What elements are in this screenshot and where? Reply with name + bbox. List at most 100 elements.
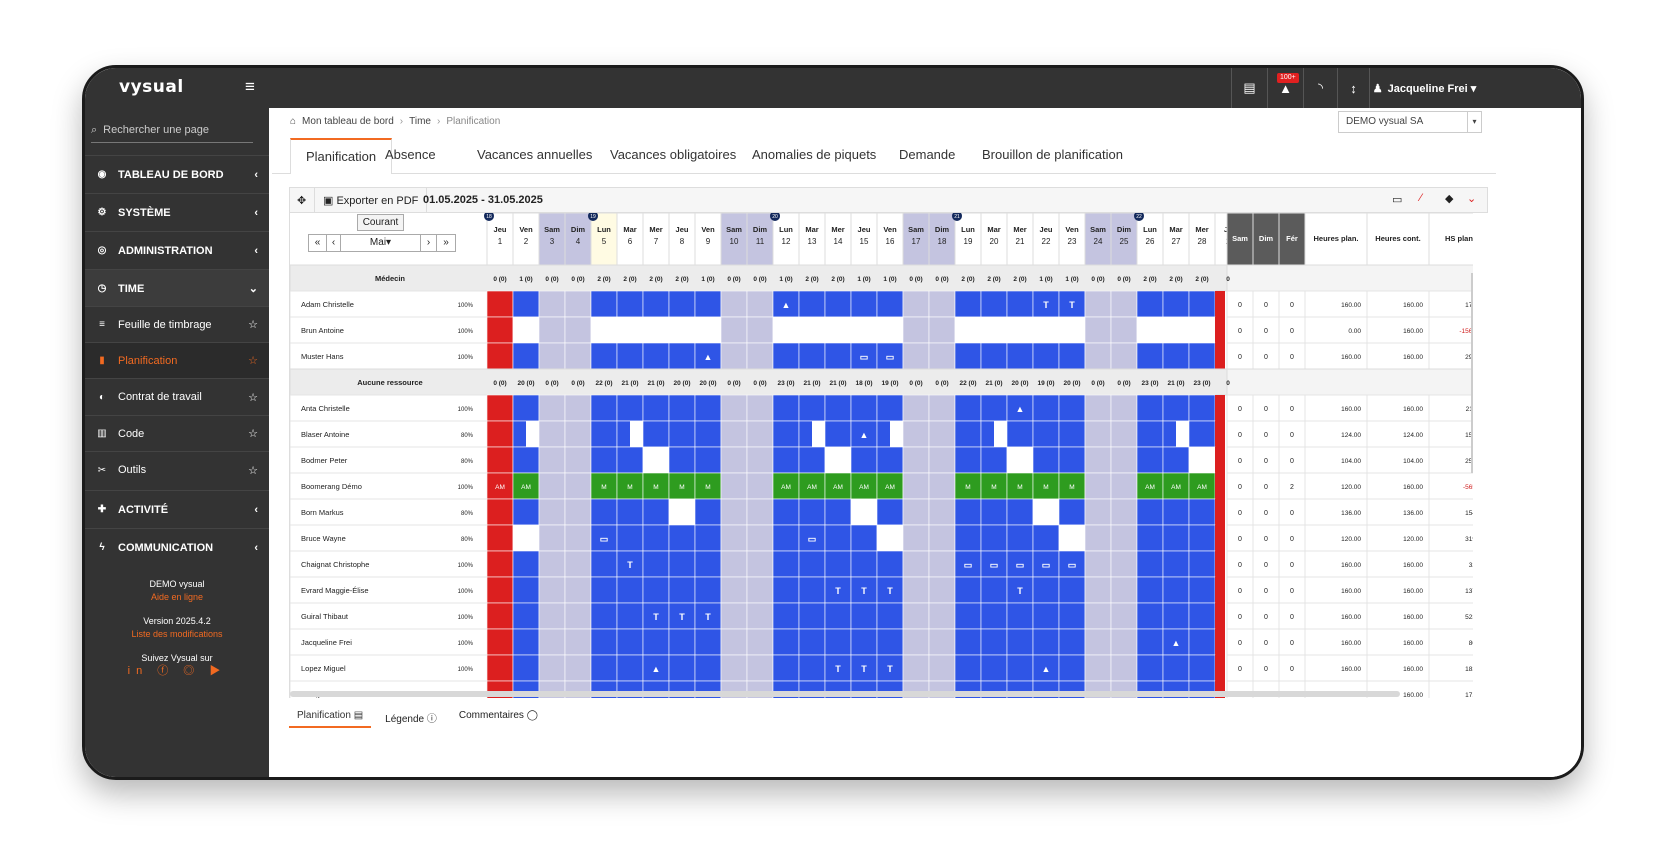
plan-cell[interactable]	[694, 420, 722, 448]
plan-cell[interactable]	[564, 420, 592, 448]
plan-cell[interactable]	[798, 550, 826, 578]
plan-cell[interactable]	[538, 628, 566, 656]
document-icon[interactable]: ▤	[1231, 68, 1267, 108]
plan-cell[interactable]	[798, 394, 826, 422]
plan-cell[interactable]	[1162, 602, 1190, 630]
plan-cell[interactable]	[824, 342, 852, 370]
bottom-tab-commentaires[interactable]: Commentaires ◯	[451, 708, 546, 728]
plan-cell[interactable]	[1136, 628, 1164, 656]
plan-cell[interactable]	[616, 628, 644, 656]
plan-cell[interactable]	[512, 576, 540, 604]
plan-cell[interactable]	[668, 654, 696, 682]
plan-cell[interactable]	[564, 628, 592, 656]
plan-cell[interactable]	[772, 550, 800, 578]
plan-cell[interactable]	[668, 316, 696, 344]
plan-cell[interactable]	[486, 524, 514, 552]
plan-cell[interactable]	[720, 602, 748, 630]
plan-cell[interactable]	[642, 446, 670, 474]
plan-cell[interactable]	[1162, 342, 1190, 370]
plan-cell[interactable]	[772, 420, 800, 448]
plan-cell[interactable]	[720, 472, 748, 500]
expand-icon[interactable]: ✥	[297, 195, 307, 207]
plan-cell[interactable]	[512, 524, 540, 552]
plan-cell[interactable]	[1084, 420, 1112, 448]
plan-cell[interactable]	[902, 576, 930, 604]
plan-cell[interactable]	[1084, 602, 1112, 630]
breadcrumb-time[interactable]: Time	[409, 116, 431, 127]
plan-cell[interactable]	[1058, 342, 1086, 370]
plan-cell[interactable]	[564, 654, 592, 682]
sidebar-item-planification[interactable]: ▮ Planification ☆	[85, 342, 269, 378]
plan-cell[interactable]	[1058, 602, 1086, 630]
plan-cell[interactable]	[876, 524, 904, 552]
plan-cell[interactable]	[772, 342, 800, 370]
plan-cell[interactable]	[954, 654, 982, 682]
user-menu[interactable]: ♟ Jacqueline Frei ▾	[1369, 68, 1479, 108]
plan-cell[interactable]	[1084, 576, 1112, 604]
plan-cell[interactable]	[1006, 316, 1034, 344]
plan-cell[interactable]	[928, 394, 956, 422]
plan-cell[interactable]	[1110, 576, 1138, 604]
plan-cell[interactable]	[668, 602, 696, 630]
plan-cell[interactable]	[590, 550, 618, 578]
plan-cell[interactable]	[746, 498, 774, 526]
plan-cell[interactable]	[928, 576, 956, 604]
plan-cell[interactable]	[798, 342, 826, 370]
plan-cell[interactable]	[902, 602, 930, 630]
plan-cell[interactable]	[564, 472, 592, 500]
plan-cell[interactable]	[1215, 525, 1225, 551]
sidebar-item-système[interactable]: ⚙ SYSTÈME ‹	[85, 193, 269, 231]
plan-cell[interactable]	[486, 394, 514, 422]
plan-cell[interactable]	[642, 576, 670, 604]
plan-cell[interactable]	[1188, 316, 1216, 344]
star-icon[interactable]: ☆	[248, 319, 258, 331]
plan-cell[interactable]	[1188, 290, 1216, 318]
plan-cell[interactable]	[694, 316, 722, 344]
plan-cell[interactable]	[876, 394, 904, 422]
plan-cell[interactable]	[720, 576, 748, 604]
person-row[interactable]	[290, 498, 488, 526]
plan-cell[interactable]	[616, 394, 644, 422]
plan-cell[interactable]	[512, 394, 540, 422]
plan-cell[interactable]	[720, 316, 748, 344]
plan-cell[interactable]	[850, 342, 878, 370]
plan-cell[interactable]	[1136, 602, 1164, 630]
plan-cell[interactable]	[486, 290, 514, 318]
plan-cell[interactable]	[798, 498, 826, 526]
plan-cell[interactable]	[512, 316, 540, 344]
plan-cell[interactable]	[564, 446, 592, 474]
plan-cell[interactable]	[538, 394, 566, 422]
plan-cell[interactable]	[694, 342, 722, 370]
plan-cell[interactable]	[1215, 577, 1225, 603]
plan-cell[interactable]	[1136, 498, 1164, 526]
plan-cell[interactable]	[798, 524, 826, 552]
plan-cell[interactable]	[512, 654, 540, 682]
plan-cell[interactable]	[1215, 395, 1225, 421]
breadcrumb-dashboard[interactable]: Mon tableau de bord	[302, 116, 394, 127]
plan-cell[interactable]	[590, 316, 618, 344]
plan-cell[interactable]	[980, 394, 1008, 422]
plan-cell[interactable]	[1162, 550, 1190, 578]
plan-cell[interactable]	[538, 550, 566, 578]
plan-cell[interactable]	[694, 576, 722, 604]
plan-cell[interactable]	[1188, 420, 1216, 448]
plan-cell[interactable]	[1032, 576, 1060, 604]
plan-cell[interactable]	[876, 550, 904, 578]
plan-cell[interactable]	[824, 446, 852, 474]
plan-cell[interactable]	[954, 472, 982, 500]
plan-cell[interactable]	[980, 316, 1008, 344]
plan-cell[interactable]	[512, 498, 540, 526]
tab-brouillon-de-planification[interactable]: Brouillon de planification	[982, 147, 1123, 162]
plan-cell[interactable]	[954, 316, 982, 344]
plan-cell[interactable]	[720, 290, 748, 318]
plan-cell[interactable]	[1006, 628, 1034, 656]
plan-cell[interactable]	[1006, 602, 1034, 630]
plan-cell[interactable]	[1136, 550, 1164, 578]
plan-cell[interactable]	[694, 472, 722, 500]
plan-cell[interactable]	[486, 342, 514, 370]
plan-cell[interactable]	[850, 654, 878, 682]
plan-cell[interactable]	[876, 628, 904, 656]
plan-cell[interactable]	[564, 316, 592, 344]
plan-cell[interactable]	[590, 654, 618, 682]
plan-cell[interactable]	[772, 602, 800, 630]
